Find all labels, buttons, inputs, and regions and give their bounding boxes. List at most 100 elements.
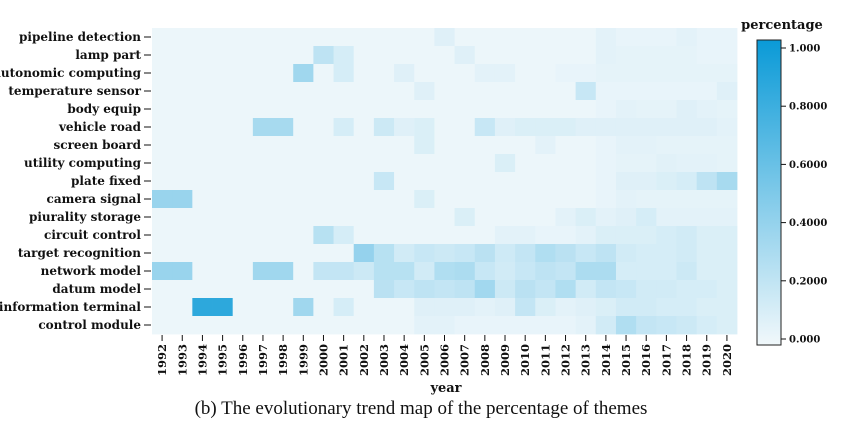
heatmap-cell bbox=[394, 82, 415, 101]
heatmap-cell bbox=[353, 118, 375, 137]
heatmap-cell bbox=[515, 82, 536, 101]
heatmap-cell bbox=[353, 244, 375, 263]
heatmap-cell bbox=[555, 82, 577, 101]
heatmap-cell bbox=[192, 100, 213, 119]
heatmap-cell bbox=[676, 190, 698, 209]
heatmap-cell bbox=[474, 82, 496, 101]
heatmap-cell bbox=[636, 28, 657, 47]
heatmap-cell bbox=[172, 100, 193, 119]
heatmap-cell bbox=[535, 28, 556, 47]
heatmap-cell bbox=[515, 298, 536, 317]
heatmap-cell bbox=[414, 172, 435, 191]
x-tick-label: 1996 bbox=[236, 344, 250, 376]
heatmap-cell bbox=[232, 46, 254, 65]
heatmap-cell bbox=[454, 226, 476, 245]
heatmap-cell bbox=[474, 46, 496, 65]
heatmap-cell bbox=[696, 190, 718, 209]
figure-caption: (b) The evolutionary trend map of the pe… bbox=[194, 398, 648, 419]
heatmap-cell bbox=[515, 280, 536, 299]
heatmap-cell bbox=[676, 244, 698, 263]
heatmap-cell bbox=[313, 82, 334, 101]
heatmap-cell bbox=[696, 226, 718, 245]
colorbar-ticks: 1.000 0.8000 0.6000 0.4000 0.2000 0.000 bbox=[781, 44, 827, 346]
heatmap-cell bbox=[716, 316, 738, 335]
heatmap-cell bbox=[434, 136, 455, 155]
heatmap-cell bbox=[575, 316, 597, 335]
heatmap-cell bbox=[575, 82, 597, 101]
heatmap-cell bbox=[434, 190, 455, 209]
heatmap-cell bbox=[232, 118, 254, 137]
y-tick-label: control module bbox=[38, 318, 141, 332]
heatmap-cell bbox=[696, 262, 718, 281]
heatmap-cell bbox=[535, 64, 556, 83]
heatmap-cell bbox=[494, 298, 516, 317]
heatmap-cell bbox=[333, 172, 355, 191]
heatmap-cell bbox=[676, 316, 698, 335]
heatmap-cell bbox=[676, 298, 698, 317]
heatmap-cell bbox=[535, 190, 556, 209]
heatmap-cell bbox=[515, 118, 536, 137]
heatmap-cell bbox=[373, 244, 395, 263]
heatmap-cell bbox=[696, 244, 718, 263]
heatmap-cell bbox=[434, 262, 455, 281]
heatmap-cell bbox=[192, 136, 213, 155]
heatmap-cell bbox=[615, 262, 637, 281]
heatmap-cell bbox=[353, 262, 375, 281]
heatmap-cell bbox=[414, 118, 435, 137]
x-tick-label: 2003 bbox=[377, 344, 391, 376]
heatmap-cell bbox=[192, 28, 213, 47]
heatmap-cell bbox=[494, 82, 516, 101]
heatmap-cell bbox=[636, 226, 657, 245]
heatmap-cell bbox=[414, 316, 435, 335]
heatmap-cell bbox=[494, 226, 516, 245]
heatmap-cell bbox=[192, 190, 213, 209]
heatmap-cell bbox=[273, 280, 294, 299]
heatmap-cell bbox=[494, 28, 516, 47]
heatmap-cell bbox=[414, 244, 435, 263]
heatmap-cell bbox=[636, 190, 657, 209]
heatmap-cell bbox=[535, 226, 556, 245]
heatmap-cell bbox=[555, 190, 577, 209]
x-tick-label: 1995 bbox=[216, 344, 230, 376]
heatmap-cell bbox=[535, 46, 556, 65]
heatmap-cell bbox=[515, 190, 536, 209]
heatmap-cell bbox=[716, 208, 738, 227]
heatmap-cell bbox=[273, 208, 294, 227]
x-tick-label: 2012 bbox=[559, 344, 573, 376]
x-tick-label: 2006 bbox=[438, 344, 452, 376]
heatmap-cell bbox=[394, 118, 415, 137]
heatmap-cell bbox=[373, 64, 395, 83]
y-tick-label: autonomic computing bbox=[0, 66, 142, 80]
heatmap-cell bbox=[192, 316, 213, 335]
x-tick-label: 2016 bbox=[639, 344, 653, 376]
heatmap-cell bbox=[434, 28, 455, 47]
heatmap-cell bbox=[293, 280, 314, 299]
heatmap-cell bbox=[394, 100, 415, 119]
heatmap-cell bbox=[716, 46, 738, 65]
heatmap-cell bbox=[152, 28, 173, 47]
heatmap-cell bbox=[373, 280, 395, 299]
heatmap-cell bbox=[434, 82, 455, 101]
heatmap-cell bbox=[535, 154, 556, 173]
colorbar-tick-label: 0.6000 bbox=[789, 160, 827, 171]
heatmap-cell bbox=[273, 100, 294, 119]
heatmap-cell bbox=[353, 100, 375, 119]
x-tick-label: 2002 bbox=[357, 344, 371, 376]
heatmap-cell bbox=[414, 28, 435, 47]
x-tick-label: 2008 bbox=[478, 344, 492, 376]
heatmap-cell bbox=[394, 154, 415, 173]
heatmap-cell bbox=[192, 172, 213, 191]
heatmap-cell bbox=[676, 46, 698, 65]
y-tick-label: lamp part bbox=[75, 48, 141, 62]
heatmap-cell bbox=[373, 172, 395, 191]
heatmap-cell bbox=[394, 28, 415, 47]
heatmap-cell bbox=[313, 298, 334, 317]
heatmap-cell bbox=[454, 316, 476, 335]
heatmap-cell bbox=[555, 118, 577, 137]
heatmap-cell bbox=[152, 100, 173, 119]
heatmap-cell bbox=[454, 280, 476, 299]
heatmap-cell bbox=[515, 100, 536, 119]
heatmap-cell bbox=[494, 280, 516, 299]
heatmap-cell bbox=[353, 316, 375, 335]
heatmap-cell bbox=[414, 136, 435, 155]
